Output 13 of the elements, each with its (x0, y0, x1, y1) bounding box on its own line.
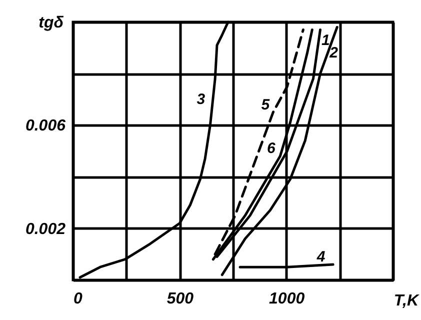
x-axis-title: T,K (394, 292, 420, 310)
x-tick-label: 0 (74, 290, 82, 308)
annotation: 2 (328, 44, 339, 62)
annotation: 1 (321, 32, 330, 49)
annotation: 6 (267, 140, 276, 158)
x-tick-label: 1000 (269, 290, 305, 308)
y-tick-label: 0.006 (25, 118, 66, 135)
x-tick-label: 500 (166, 290, 194, 308)
annotation: 4 (316, 248, 326, 266)
y-tick-label: 0.002 (25, 220, 66, 238)
annotation: 5 (261, 96, 270, 114)
y-axis-title: tgδ (38, 14, 64, 32)
annotation: 3 (196, 91, 206, 108)
